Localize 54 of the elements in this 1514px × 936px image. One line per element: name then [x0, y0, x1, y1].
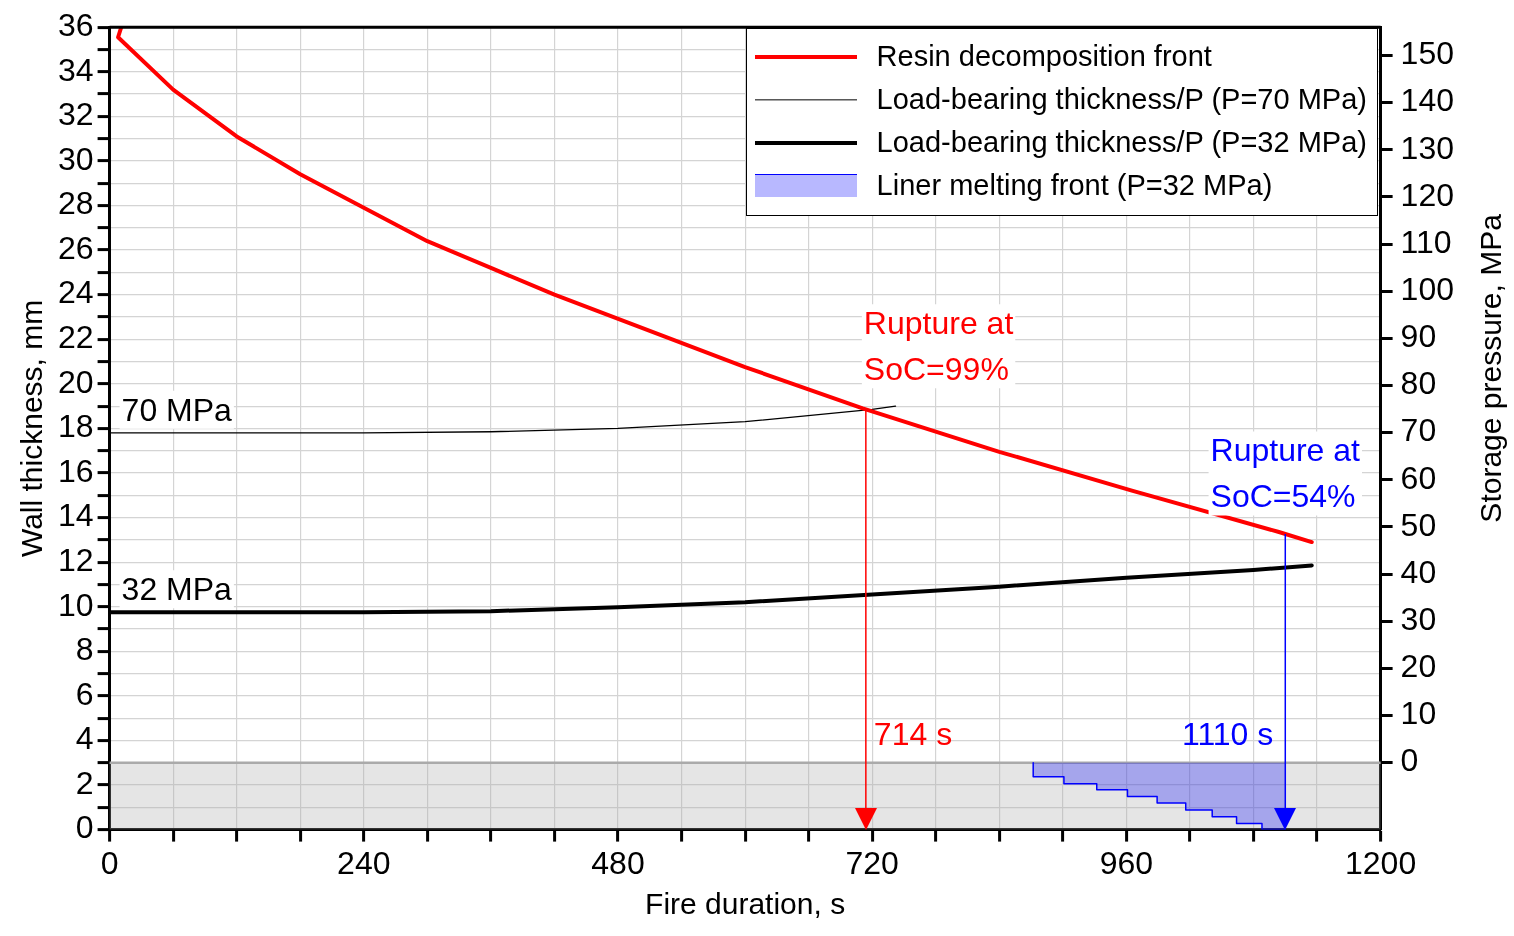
y2-tick-label: 10	[1400, 695, 1437, 732]
x-tick-label: 1200	[1345, 844, 1417, 881]
y2-tick-label: 30	[1400, 601, 1437, 638]
x-tick-label: 960	[1099, 844, 1154, 881]
y-axis-title: Wall thickness, mm	[15, 299, 49, 558]
y-tick-label: 2	[75, 764, 94, 801]
y-tick-label: 16	[58, 452, 94, 489]
y2-tick-label: 90	[1400, 318, 1437, 355]
y2-tick-label: 40	[1400, 553, 1437, 590]
x-axis-title: Fire duration, s	[645, 887, 846, 921]
y2-tick-label: 80	[1400, 365, 1437, 402]
y-tick-label: 26	[58, 229, 94, 266]
x-tick-label: 240	[337, 844, 391, 881]
x-tick-label: 0	[100, 844, 119, 881]
y-tick-label: 12	[58, 541, 94, 578]
y-tick-label: 20	[58, 363, 94, 400]
y2-tick-label: 60	[1400, 459, 1437, 496]
y-tick-label: 32	[58, 96, 94, 133]
y-tick-label: 14	[58, 497, 94, 534]
y2-tick-label: 100	[1400, 271, 1454, 308]
x-tick-label: 720	[845, 844, 899, 881]
y2-tick-label: 130	[1400, 129, 1454, 166]
legend-label: Load-bearing thickness/P (P=32 MPa)	[876, 125, 1367, 161]
y-tick-label: 18	[58, 408, 94, 445]
annotation: 70 MPa	[121, 391, 233, 428]
y-tick-label: 30	[58, 140, 94, 177]
y2-tick-label: 70	[1400, 412, 1437, 449]
y-tick-label: 28	[58, 185, 94, 222]
y-tick-label: 34	[58, 51, 94, 88]
annotation: Rupture at SoC=99%	[863, 305, 1014, 388]
y-tick-label: 10	[58, 586, 94, 623]
ref-line-label: 714 s	[873, 715, 953, 752]
legend-label: Resin decomposition front	[876, 39, 1212, 75]
y-tick-label: 4	[75, 720, 94, 757]
y2-tick-label: 20	[1400, 648, 1437, 685]
y2-axis-title: Storage pressure, MPa	[1474, 213, 1508, 523]
y2-tick-label: 50	[1400, 506, 1437, 543]
y-tick-label: 6	[75, 675, 94, 712]
y2-tick-label: 0	[1400, 742, 1419, 779]
annotation: Rupture at SoC=54%	[1210, 432, 1361, 515]
x-tick-label: 480	[591, 844, 645, 881]
y2-tick-label: 120	[1400, 176, 1454, 213]
y-tick-label: 22	[58, 319, 94, 356]
legend-label: Liner melting front (P=32 MPa)	[876, 168, 1273, 204]
y2-tick-label: 110	[1400, 223, 1452, 260]
y2-tick-label: 140	[1400, 82, 1454, 119]
y-tick-label: 0	[75, 809, 94, 846]
y-tick-label: 36	[58, 7, 94, 44]
ref-line-label: 1110 s	[1181, 715, 1274, 752]
y-tick-label: 24	[58, 274, 94, 311]
y2-tick-label: 150	[1400, 35, 1454, 72]
annotation: 32 MPa	[121, 571, 233, 608]
legend-label: Load-bearing thickness/P (P=70 MPa)	[876, 82, 1367, 118]
y-tick-label: 8	[75, 631, 94, 668]
